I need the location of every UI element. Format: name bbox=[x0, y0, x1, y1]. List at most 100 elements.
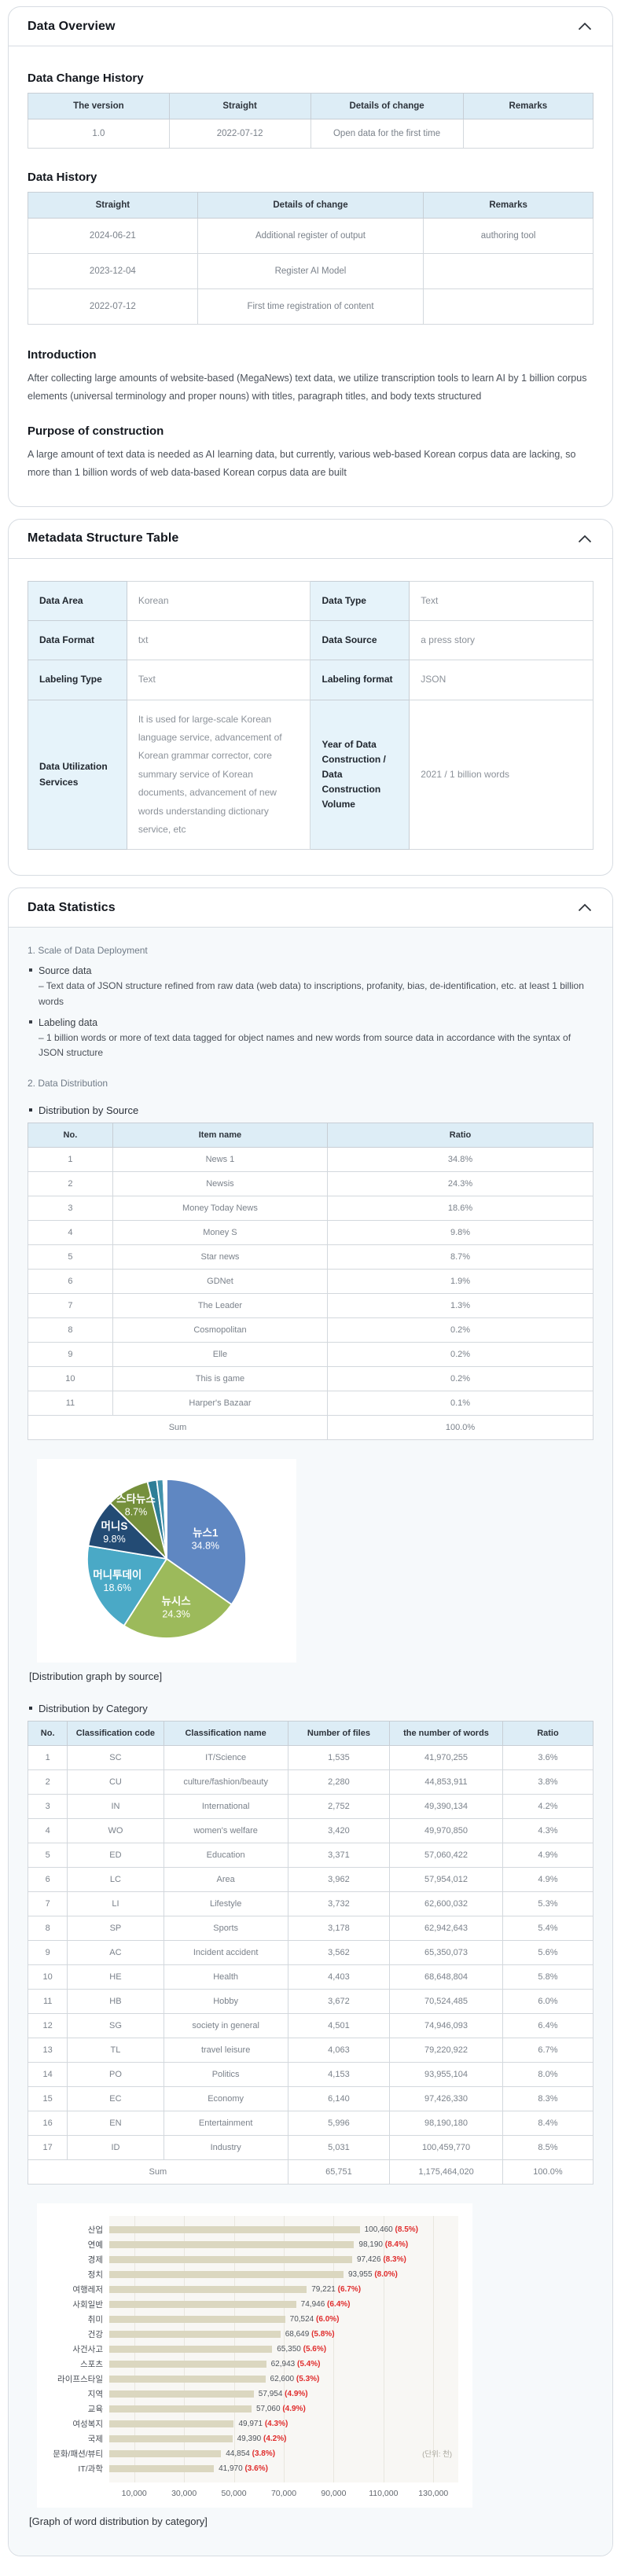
field-label: Data Utilization Services bbox=[28, 699, 127, 851]
bar-category-label: 산업 bbox=[87, 2225, 103, 2236]
bar-row: 정치 93,955 (8.0%) bbox=[88, 2267, 458, 2282]
by-source-heading: Distribution by Source bbox=[28, 1104, 593, 1116]
bar-category-label: 문화/패션/뷰티 bbox=[53, 2449, 103, 2460]
metadata-header[interactable]: Metadata Structure Table bbox=[9, 520, 612, 558]
category-bar-chart: 산업 100,460 (8.5%) 연예 98,190 (8.4%) 경제 97,426 … bbox=[53, 2216, 458, 2483]
pie-slice-percent: 9.8% bbox=[103, 1534, 126, 1545]
column-header: the number of words bbox=[389, 1721, 503, 1747]
table-row: 4 WO women's welfare 3,420 49,970,850 4.3% bbox=[27, 1818, 594, 1844]
table-row: 3 IN International 2,752 49,390,134 4.2% bbox=[27, 1794, 594, 1820]
purpose-text: A large amount of text data is needed as… bbox=[28, 449, 576, 479]
bar-track: 74,946 (6.4%) bbox=[109, 2297, 458, 2312]
field-value: Text bbox=[126, 660, 311, 700]
field-value: 2021 / 1 billion words bbox=[409, 699, 593, 851]
bar-category-label: 사회일반 bbox=[72, 2300, 103, 2310]
bar-track: 97,426 (8.3%) bbox=[109, 2252, 458, 2267]
bar-row: 경제 97,426 (8.3%) bbox=[88, 2252, 458, 2267]
bar-value-label: 57,954 (4.9%) bbox=[258, 2390, 308, 2399]
bar-row: 사회일반 74,946 (6.4%) bbox=[72, 2297, 458, 2312]
bar-row: 건강 68,649 (5.8%) bbox=[88, 2327, 458, 2342]
field-label: Labeling Type bbox=[28, 660, 127, 700]
bar-caption: [Graph of word distribution by category] bbox=[29, 2515, 208, 2528]
by-category-heading: Distribution by Category bbox=[28, 1703, 593, 1714]
column-header: Classification code bbox=[67, 1721, 164, 1747]
metadata-table: Data Area Korean Data Type Text Data Format t… bbox=[28, 580, 593, 851]
scale-heading: 1. Scale of Data Deployment bbox=[28, 945, 148, 957]
table-row: Data Format txt Data Source a press story bbox=[28, 619, 593, 661]
field-value: Text bbox=[409, 580, 593, 621]
table-row: 16 EN Entertainment 5,996 98,190,180 8.4% bbox=[27, 2111, 594, 2137]
pie-slice-label: 머니투데이 bbox=[93, 1568, 141, 1581]
bar-row: 스포츠 62,943 (5.4%) bbox=[80, 2357, 458, 2372]
bar-category-label: 여성복지 bbox=[72, 2420, 103, 2430]
pie-slice bbox=[86, 1545, 167, 1627]
data-statistics-body: 1. Scale of Data Deployment Source data … bbox=[9, 927, 612, 2556]
distribution-by-source-table: No. Item name Ratio 1 News 1 34.8% 2 Newsis 24.3… bbox=[27, 1123, 593, 1441]
table-row: 2 Newsis 24.3% bbox=[28, 1171, 593, 1197]
table-row: 13 TL travel leisure 4,063 79,220,922 6.7% bbox=[27, 2038, 594, 2063]
table-row: 8 SP Sports 3,178 62,942,643 5.4% bbox=[27, 1916, 594, 1942]
bar-row: 산업 100,460 (8.5%) bbox=[88, 2222, 458, 2237]
table-row: 7 LI Lifestyle 3,732 62,600,032 5.3% bbox=[27, 1891, 594, 1917]
bar bbox=[109, 2450, 222, 2458]
data-change-history-table: The version Straight Details of change Rema… bbox=[28, 93, 594, 149]
pie-slice-label: 뉴시스 bbox=[161, 1596, 191, 1608]
x-axis-tick: 50,000 bbox=[221, 2489, 247, 2499]
bar-track: 49,390 (4.2%) bbox=[109, 2431, 458, 2446]
chevron-up-icon[interactable] bbox=[576, 19, 593, 34]
column-header: No. bbox=[27, 1721, 68, 1747]
bar-category-label: 지역 bbox=[87, 2390, 103, 2400]
change-history-heading: Data Change History bbox=[28, 72, 144, 85]
x-axis-tick: 130,000 bbox=[418, 2489, 449, 2499]
column-header: Straight bbox=[28, 192, 198, 219]
bar-track: 57,060 (4.9%) bbox=[109, 2401, 458, 2416]
bar-value-label: 98,190 (8.4%) bbox=[358, 2240, 409, 2250]
bar bbox=[109, 2316, 285, 2324]
table-row: 14 PO Politics 4,153 93,955,104 8.0% bbox=[27, 2062, 594, 2088]
table-row: 11 HB Hobby 3,672 70,524,485 6.0% bbox=[27, 1989, 594, 2015]
table-row: 2 CU culture/fashion/beauty 2,280 44,853,911… bbox=[27, 1769, 594, 1795]
bar-value-label: 62,600 (5.3%) bbox=[270, 2375, 320, 2384]
bar-category-label: 취미 bbox=[87, 2315, 103, 2325]
bar bbox=[109, 2376, 266, 2383]
bar-chart-x-axis: 10,000 30,000 50,000 70,000 90,000 110,000 130… bbox=[109, 2487, 458, 2501]
sum-row: Sum 100.0% bbox=[27, 1415, 593, 1441]
bar-category-label: 연예 bbox=[87, 2240, 103, 2251]
bar-track: 68,649 (5.8%) bbox=[109, 2327, 458, 2342]
field-label: Data Format bbox=[28, 619, 127, 661]
distribution-by-category-table: No. Classification code Classification nam… bbox=[27, 1721, 594, 2185]
bar-category-label: IT/과학 bbox=[78, 2464, 103, 2475]
field-value: txt bbox=[126, 619, 311, 661]
bar bbox=[109, 2346, 273, 2354]
chevron-up-icon[interactable] bbox=[576, 900, 593, 915]
sum-row: Sum 65,751 1,175,464,020 100.0% bbox=[28, 2159, 594, 2185]
table-row: 2024-06-21 Additional register of output a… bbox=[28, 218, 593, 254]
purpose-heading: Purpose of construction bbox=[28, 424, 164, 439]
field-value: JSON bbox=[409, 660, 593, 700]
data-overview-header[interactable]: Data Overview bbox=[9, 7, 612, 46]
data-statistics-title: Data Statistics bbox=[28, 900, 116, 914]
section-metadata: Metadata Structure Table Data Area Korean… bbox=[8, 518, 613, 876]
table-row: 12 SG society in general 4,501 74,946,093 6.4… bbox=[27, 2013, 594, 2039]
bar-track: 79,221 (6.7%) bbox=[109, 2282, 458, 2297]
column-header: Remarks bbox=[462, 93, 594, 119]
table-row: Labeling Type Text Labeling format JSON bbox=[28, 660, 593, 700]
data-statistics-header[interactable]: Data Statistics bbox=[9, 888, 612, 927]
table-row: 6 GDNet 1.9% bbox=[28, 1269, 593, 1295]
table-row: 5 ED Education 3,371 57,060,422 4.9% bbox=[27, 1843, 594, 1869]
bar bbox=[109, 2241, 355, 2249]
field-value: a press story bbox=[409, 619, 593, 661]
bar-value-label: 49,971 (4.3%) bbox=[238, 2420, 288, 2429]
table-row: 15 EC Economy 6,140 97,426,330 8.3% bbox=[27, 2086, 594, 2112]
bar-track: 98,190 (8.4%) bbox=[109, 2237, 458, 2252]
bar-track: 93,955 (8.0%) bbox=[109, 2267, 458, 2282]
bar-value-label: 93,955 (8.0%) bbox=[347, 2270, 398, 2280]
bar-category-label: 여행레저 bbox=[72, 2285, 103, 2295]
bar-row: 지역 57,954 (4.9%) bbox=[88, 2387, 458, 2401]
field-label: Data Source bbox=[310, 619, 410, 661]
bullet-labeling-data: Labeling data bbox=[28, 1017, 593, 1028]
column-header: The version bbox=[28, 93, 170, 119]
chevron-up-icon[interactable] bbox=[576, 531, 593, 546]
bar bbox=[109, 2465, 215, 2473]
